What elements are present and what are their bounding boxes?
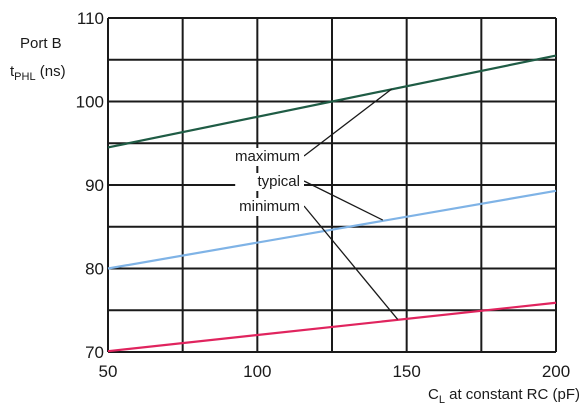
y-tick-label: 90 <box>85 176 104 195</box>
series-line-maximum <box>107 54 557 149</box>
y-axis-label-line2: tPHL (ns) <box>10 63 66 83</box>
annotation-bg-minimum <box>235 198 304 216</box>
y-tick-label: 100 <box>76 93 104 112</box>
annotation-leaders <box>303 88 399 320</box>
annotation-minimum: minimum <box>239 198 300 215</box>
x-axis-label: CL at constant RC (pF) <box>428 386 580 406</box>
y-tick-bg <box>68 175 104 195</box>
x-tick-label: 200 <box>542 362 570 381</box>
tick-labels: 70 80 90 100 110 50 100 150 200 <box>68 8 570 381</box>
y-tick-bg <box>68 91 104 112</box>
annotation-leader-typical <box>303 180 384 221</box>
y-tick-bg <box>68 8 104 28</box>
y-tick-bg <box>68 258 104 279</box>
annotation-bg-typical <box>235 173 304 191</box>
annotation-leader-maximum <box>303 88 393 157</box>
annotation-typical: typical <box>257 173 300 190</box>
series-lines <box>107 54 557 353</box>
y-tick-label: 70 <box>85 343 104 362</box>
series-line-typical <box>107 189 557 270</box>
y-tick-label: 110 <box>77 9 104 28</box>
series-line-minimum <box>107 301 557 353</box>
x-tick-label: 150 <box>392 362 420 381</box>
y-axis-label-line1: Port B <box>20 35 62 52</box>
annotation-maximum: maximum <box>235 148 300 165</box>
annotations: maximum typical minimum <box>235 148 304 216</box>
annotation-leader-minimum <box>303 205 399 320</box>
annotation-bg-maximum <box>235 148 304 166</box>
y-tick-bg <box>68 342 104 362</box>
x-tick-label: 50 <box>99 362 118 381</box>
grid <box>107 17 557 353</box>
x-tick-label: 100 <box>243 362 271 381</box>
y-tick-label: 80 <box>85 260 104 279</box>
